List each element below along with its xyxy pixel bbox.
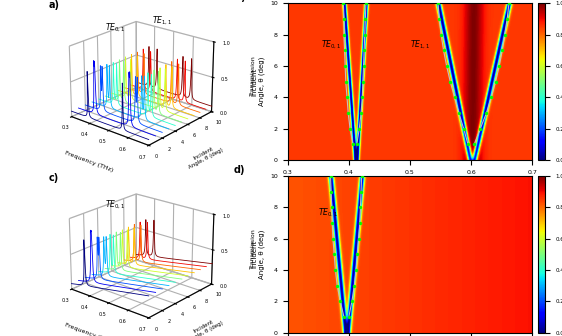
Point [437, 32, 446, 37]
Text: d): d) [234, 165, 246, 175]
Point [355, 220, 364, 225]
Point [435, 16, 444, 22]
Point [505, 1, 514, 6]
Point [502, 16, 511, 22]
Point [339, 16, 348, 22]
Point [342, 95, 351, 100]
Point [339, 314, 348, 320]
Point [487, 95, 496, 100]
Point [347, 299, 356, 304]
Text: c): c) [49, 173, 59, 182]
Point [459, 126, 468, 131]
Point [326, 173, 335, 178]
Point [344, 111, 353, 116]
X-axis label: Frequency (THz): Frequency (THz) [64, 150, 114, 172]
Point [359, 64, 368, 69]
Point [439, 48, 448, 53]
X-axis label: Frequency (THz): Frequency (THz) [64, 322, 114, 336]
Point [470, 142, 479, 147]
Text: $TE_{1,1}$: $TE_{1,1}$ [410, 39, 430, 51]
Point [346, 126, 355, 131]
Point [476, 126, 485, 131]
Point [331, 267, 340, 272]
Point [340, 48, 349, 53]
X-axis label: Frequency (THz): Frequency (THz) [379, 180, 441, 190]
Point [355, 126, 364, 131]
Point [336, 299, 345, 304]
Point [454, 111, 463, 116]
Point [328, 236, 337, 241]
Text: a): a) [49, 0, 60, 10]
Text: $TE_{1,1}$: $TE_{1,1}$ [152, 15, 173, 28]
Point [359, 79, 368, 84]
Point [327, 189, 336, 194]
Point [339, 1, 348, 6]
Point [491, 79, 500, 84]
Point [352, 142, 361, 147]
Y-axis label: Incident
Angle, θ (deg): Incident Angle, θ (deg) [185, 315, 225, 336]
Point [345, 314, 353, 320]
Point [327, 205, 336, 210]
Point [356, 205, 365, 210]
Point [330, 252, 339, 257]
Point [498, 48, 507, 53]
Point [354, 236, 363, 241]
Y-axis label: Incident
Angle, θ (deg): Incident Angle, θ (deg) [185, 142, 225, 170]
Point [361, 16, 370, 22]
Text: $TE_{0,1}$: $TE_{0,1}$ [318, 207, 339, 219]
Point [450, 95, 459, 100]
Text: b): b) [234, 0, 246, 2]
Point [360, 32, 369, 37]
Text: $TE_{0,1}$: $TE_{0,1}$ [106, 199, 126, 211]
Text: $TE_{0,1}$: $TE_{0,1}$ [321, 39, 342, 51]
Point [352, 267, 361, 272]
Point [442, 64, 451, 69]
Text: $TE_{0,1}$: $TE_{0,1}$ [106, 22, 126, 34]
Y-axis label: Incident
Angle, θ (deg): Incident Angle, θ (deg) [251, 57, 265, 107]
Point [341, 64, 350, 69]
Point [482, 111, 491, 116]
Point [356, 111, 365, 116]
Point [358, 95, 367, 100]
Point [350, 283, 359, 288]
Point [357, 173, 366, 178]
Point [495, 64, 504, 69]
Point [446, 79, 455, 84]
Point [341, 79, 350, 84]
Point [333, 283, 342, 288]
Point [328, 220, 337, 225]
Point [433, 1, 442, 6]
Point [353, 252, 362, 257]
Point [360, 48, 369, 53]
Y-axis label: Incident
Angle, θ (deg): Incident Angle, θ (deg) [251, 229, 265, 279]
Point [339, 32, 348, 37]
Point [348, 142, 357, 147]
Point [361, 1, 370, 6]
Point [356, 189, 365, 194]
Point [500, 32, 509, 37]
Point [464, 142, 473, 147]
